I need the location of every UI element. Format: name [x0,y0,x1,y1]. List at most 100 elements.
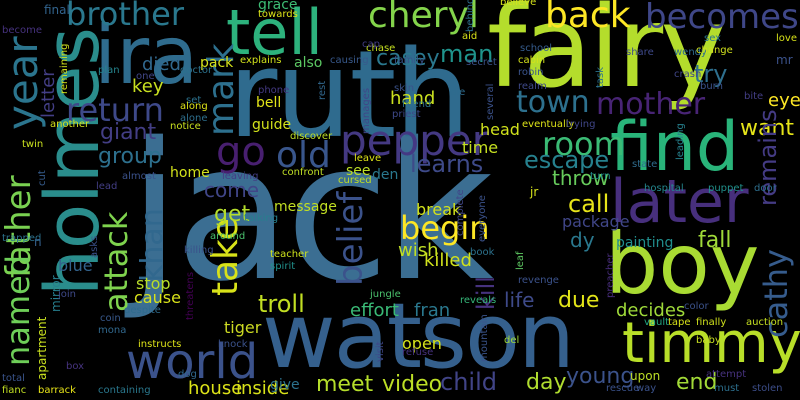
word-auction: auction [746,317,784,328]
word-towards: towards [258,9,298,20]
word-leaving: leaving [222,171,259,182]
word-manages: manages [361,87,372,134]
word-due: due [558,288,600,313]
word-wendy: wendy [674,47,707,58]
word-despite: despite [124,305,161,316]
word-killed: killed [424,250,472,271]
word-containing: containing [98,385,151,396]
word-revenge: revenge [518,275,559,286]
word-town: town [516,85,590,120]
word-stop: stop [136,274,171,293]
word-notice: notice [170,121,201,132]
word-color: color [684,301,709,312]
word-priest: priest [392,109,421,120]
word-fall: fall [698,228,732,253]
word-hospital: hospital [644,183,684,194]
word-get: get [214,202,251,227]
word-stolen: stolen [752,383,783,394]
word-preacher: preacher [605,253,616,298]
word-instructs: instructs [138,339,182,350]
word-box: box [66,361,85,372]
word-khan: khan [135,208,170,282]
word-see: see [346,163,371,179]
word-cut: cut [37,170,48,186]
word-friend: friend [402,99,432,110]
word-dog: dog [178,369,197,380]
word-baby: baby [696,335,721,346]
word-state: state [632,159,658,170]
word-several: several [485,83,496,120]
word-upon: upon [630,369,661,383]
word-painting: painting [616,235,674,251]
word-decides: decides [616,300,686,321]
word-behind: behind [465,0,476,32]
word-task: task [595,66,606,88]
word-apartment: apartment [35,316,49,380]
word-fianc: fianc [2,385,27,396]
word-phone: phone [258,85,290,96]
word-jack: jack [128,102,494,323]
word-cabin: cabin [518,55,546,66]
word-try: try [694,60,728,88]
word-almost: almost [122,171,156,182]
word-del: del [504,335,520,346]
word-plan: plan [98,65,120,76]
word-pepper: pepper [340,116,489,165]
word-fairy: fairy [487,0,727,113]
word-pack: pack [200,55,234,71]
word-boy: boy [605,215,760,313]
word-burn: burn [700,81,723,92]
word-becomes: becomes [645,0,799,37]
word-turn: turn [590,171,611,182]
word-take: take [205,218,246,296]
word-come: come [204,178,260,202]
word-throw: throw [552,166,609,190]
word-guide: guide [252,117,292,133]
word-later: later [610,167,749,237]
word-rescue: rescue [606,383,640,394]
word-child: child [440,368,497,396]
word-tell: tell [226,0,323,69]
word-puppet: puppet [708,183,744,194]
word-house: house [188,378,243,399]
word-bell: bell [256,95,282,111]
word-aid: aid [462,31,478,42]
word-tiger: tiger [224,318,262,337]
word-crash: crash [674,69,702,80]
word-robin: robin [518,67,544,78]
word-door: door [754,183,777,194]
word-become: become [2,25,43,36]
word-love: love [776,33,797,44]
word-final: final [44,3,70,17]
word-knock: knock [218,339,248,350]
word-effort: effort [350,300,399,321]
word-old: old [276,135,331,176]
word-escape: escape [524,146,610,174]
word-explains: explains [240,55,282,66]
word-grace: grace [258,0,298,13]
word-alone: alone [180,113,208,124]
word-break: break [416,200,462,219]
word-mother: mother [596,87,706,122]
word-everyone: everyone [477,195,488,242]
word-attempt: attempt [706,369,747,380]
word-talking: talking [244,213,279,224]
word-world: world [126,334,259,390]
word-skin: skin [394,83,415,94]
word-doctor: doctor [180,65,213,76]
word-rest: rest [317,80,328,100]
word-barrack: barrack [38,385,76,396]
word-share: share [626,47,654,58]
word-key: key [132,76,164,97]
word-another: another [50,119,90,130]
word-realm: realm [518,81,547,92]
word-giant: giant [100,120,157,145]
word-eye: eye [768,90,800,111]
word-around: around [210,231,246,242]
word-leaf: leaf [515,251,526,270]
word-tape: tape [668,317,691,328]
word-end: end [676,370,718,395]
word-jungle: jungle [370,289,401,300]
word-believe: believe [500,0,537,8]
